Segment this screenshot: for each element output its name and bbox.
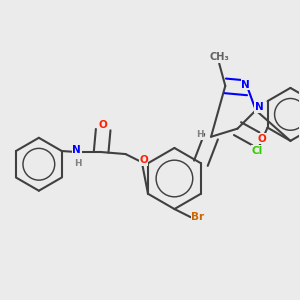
- Text: H: H: [74, 159, 82, 168]
- Text: O: O: [258, 134, 267, 144]
- Text: CH₃: CH₃: [209, 52, 229, 62]
- Text: Cl: Cl: [252, 146, 263, 156]
- Text: N: N: [241, 80, 250, 90]
- Text: O: O: [99, 120, 108, 130]
- Text: O: O: [139, 155, 148, 165]
- Text: Br: Br: [191, 212, 205, 222]
- Text: N: N: [72, 145, 81, 155]
- Text: N: N: [255, 102, 263, 112]
- Text: H: H: [196, 130, 203, 139]
